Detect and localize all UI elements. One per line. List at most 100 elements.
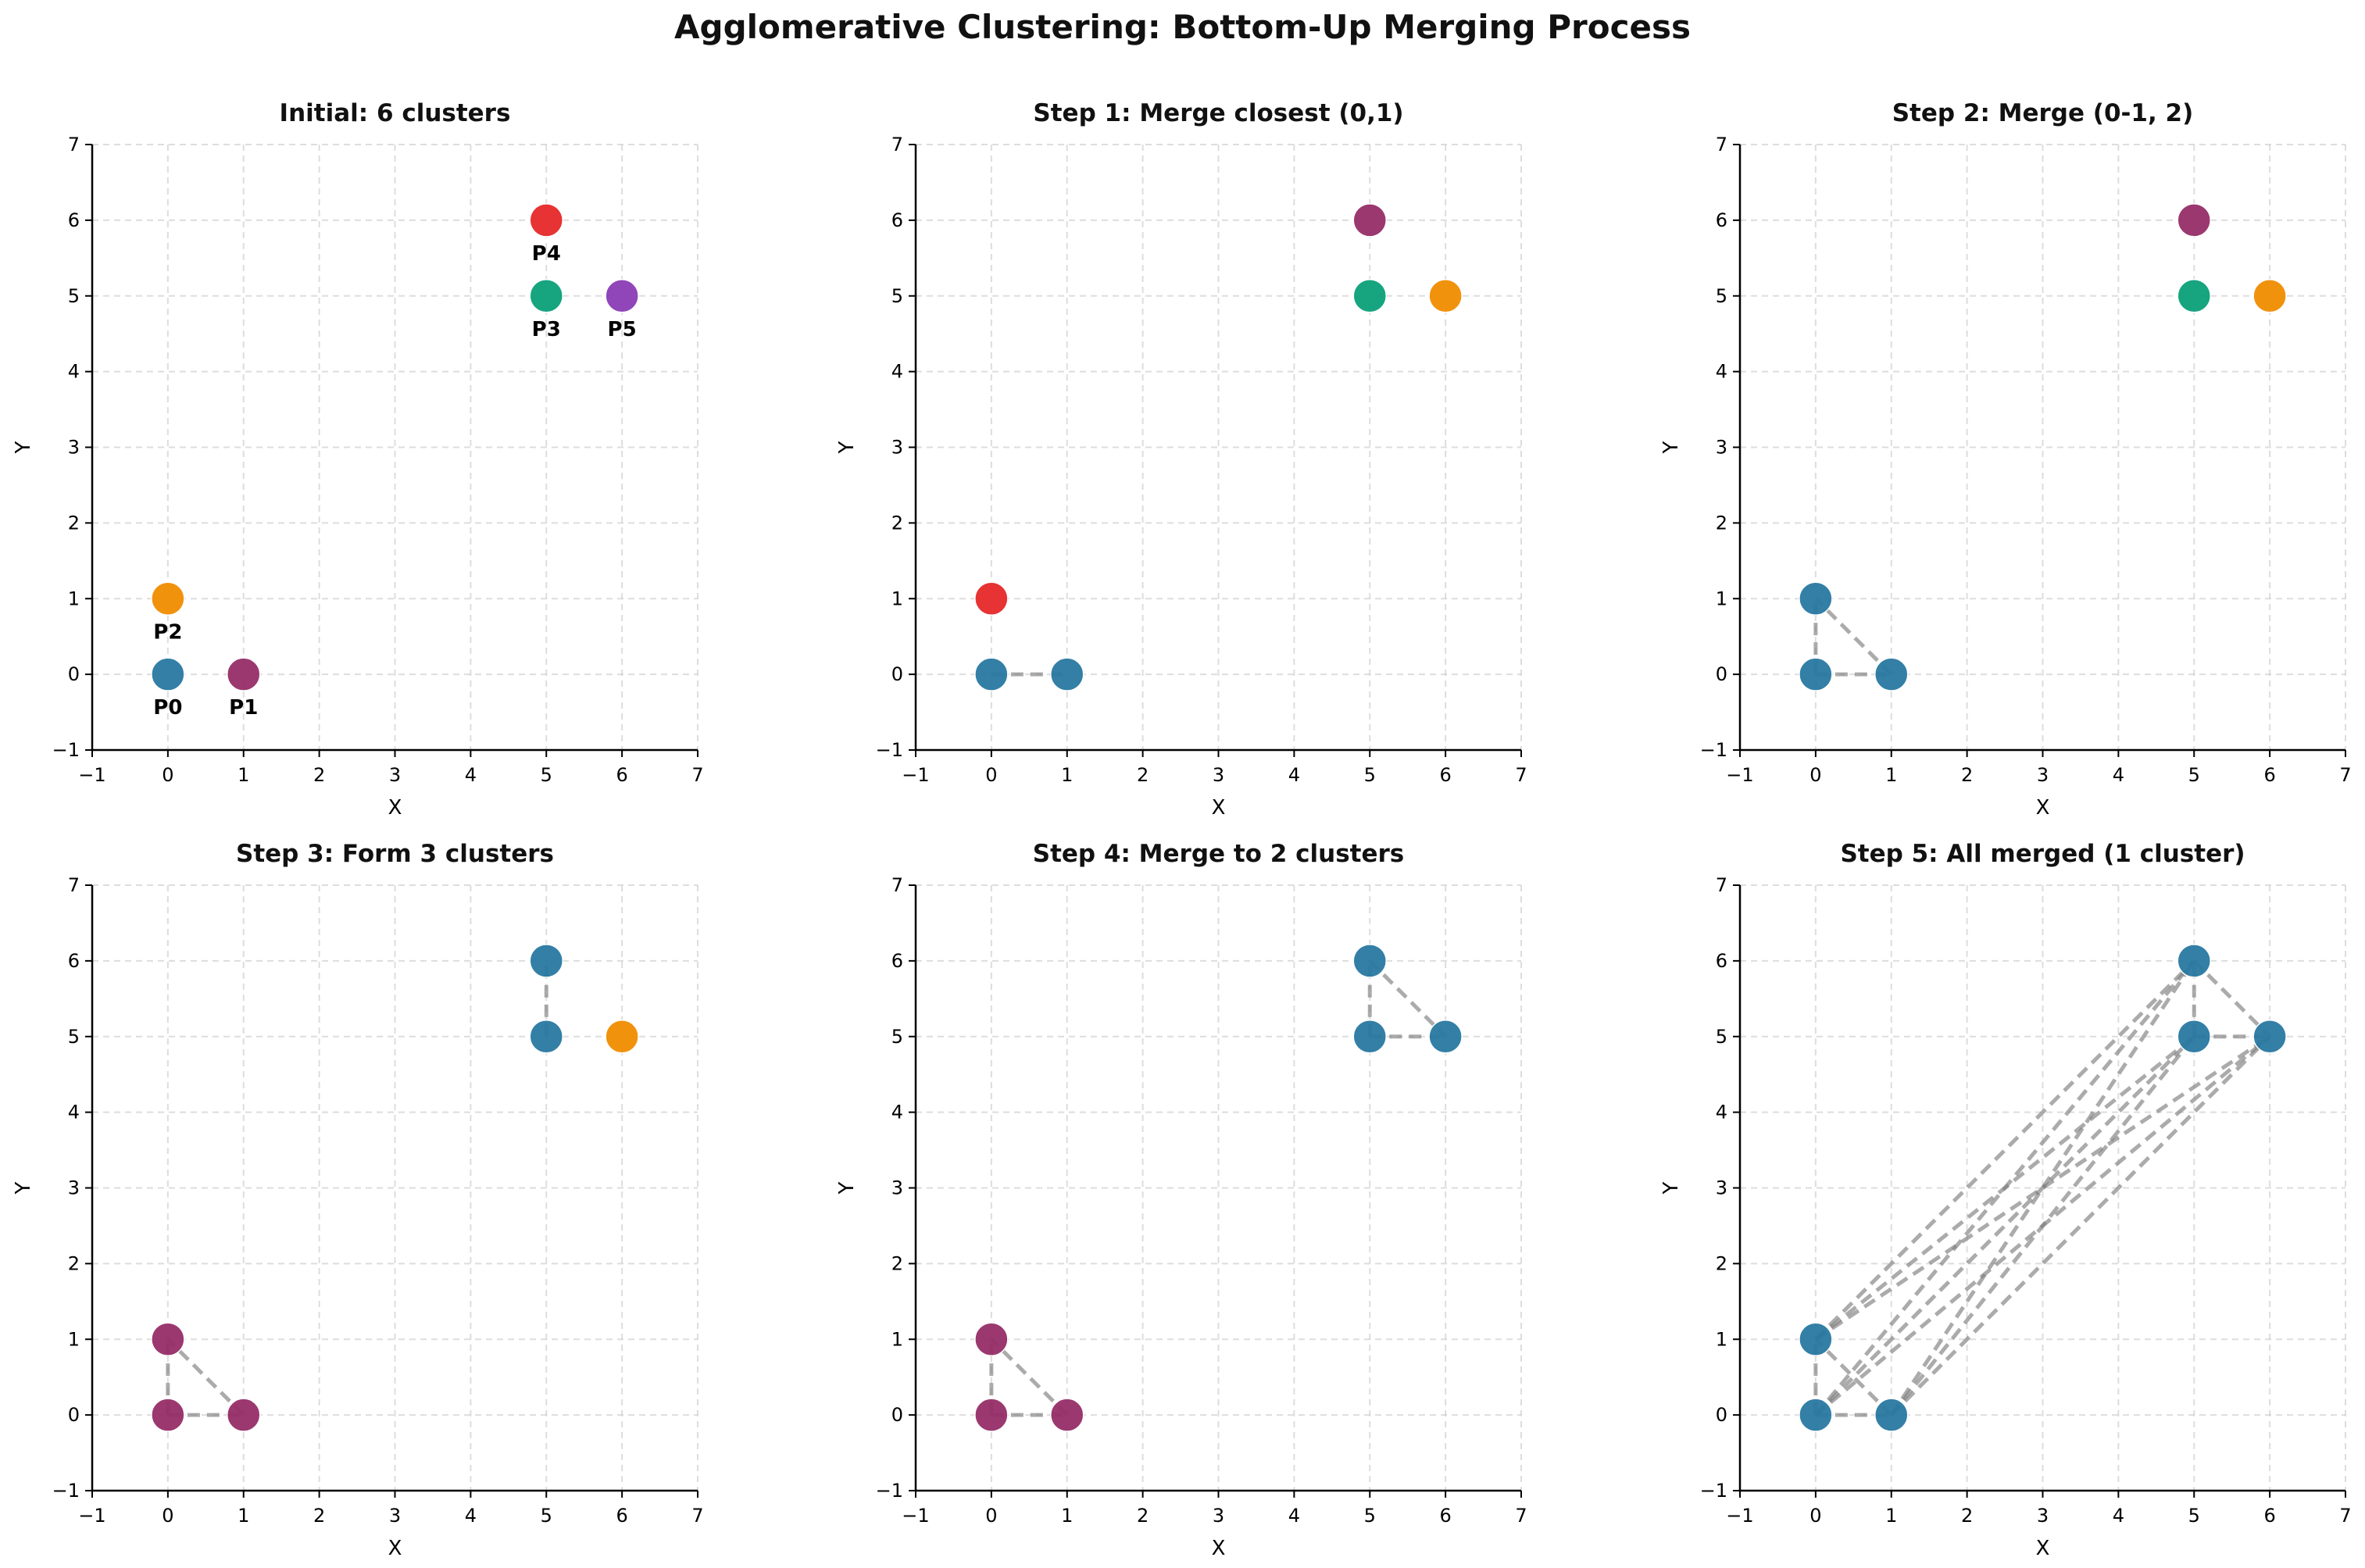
x-tick-label: 4: [2113, 764, 2124, 786]
data-point: [227, 657, 261, 691]
x-tick-label: 0: [985, 764, 997, 786]
x-tick-label: 6: [616, 764, 627, 786]
x-tick-label: 2: [313, 1505, 325, 1527]
x-tick-label: 4: [1288, 1505, 1300, 1527]
x-tick-label: 1: [1885, 764, 1897, 786]
x-tick-label: 0: [1809, 764, 1821, 786]
y-axis-label: Y: [1659, 1181, 1683, 1195]
x-tick-label: 2: [313, 764, 325, 786]
y-tick-label: 3: [891, 1177, 903, 1199]
x-tick-label: 6: [1439, 1505, 1451, 1527]
subplot-title: Initial: 6 clusters: [280, 99, 511, 127]
data-point: [2177, 1020, 2211, 1054]
y-tick-label: 7: [68, 134, 80, 155]
y-tick-label: 6: [68, 950, 80, 972]
x-tick-label: 7: [1515, 1505, 1527, 1527]
y-tick-label: 5: [1716, 1026, 1727, 1048]
data-point: [974, 657, 1009, 691]
subplot-5: −1 0 1 2 3 4 5 6 7 −1 0 1 2 3 4 5 6 7 X Y Step 5: All merged…: [1659, 840, 2352, 1560]
y-tick-label: 5: [68, 285, 80, 307]
subplot-title: Step 5: All merged (1 cluster): [1840, 840, 2245, 868]
point-label: P5: [608, 318, 637, 341]
merge-link: [1814, 1338, 1893, 1416]
data-point: [974, 581, 1009, 616]
y-tick-label: 4: [68, 361, 80, 383]
data-point: [1874, 657, 1909, 691]
y-tick-label: 3: [68, 437, 80, 459]
y-tick-label: 7: [1716, 134, 1727, 155]
data-point: [529, 279, 563, 313]
x-axis-label: X: [388, 1537, 402, 1560]
y-tick-label: 4: [1716, 1102, 1727, 1123]
grid: [915, 884, 1522, 1491]
y-tick-label: 0: [1716, 663, 1727, 685]
x-tick-label: −1: [78, 764, 105, 786]
x-axis-label: X: [1212, 1537, 1226, 1560]
data-point: [605, 279, 639, 313]
point-label: P2: [153, 620, 182, 644]
y-tick-label: 6: [1716, 209, 1727, 231]
y-tick-label: 1: [68, 1328, 80, 1350]
x-tick-label: 4: [465, 764, 477, 786]
x-tick-label: −1: [902, 1505, 929, 1527]
x-tick-label: 3: [1213, 1505, 1224, 1527]
data-point: [2177, 279, 2211, 313]
point-label: P1: [229, 696, 258, 720]
data-point: [1050, 1398, 1084, 1432]
data-point: [1428, 279, 1463, 313]
grid: [91, 884, 698, 1491]
y-tick-label: 7: [891, 874, 903, 896]
y-tick-label: −1: [52, 1480, 80, 1502]
data-point: [1799, 1398, 1833, 1432]
merge-link: [1368, 959, 1447, 1038]
data-point: [1352, 1020, 1387, 1054]
point-label: P3: [532, 318, 561, 341]
y-tick-label: 2: [1716, 512, 1727, 534]
x-tick-label: 6: [616, 1505, 627, 1527]
y-tick-label: 4: [891, 1102, 903, 1123]
x-tick-label: 6: [1439, 764, 1451, 786]
y-tick-label: 0: [891, 1404, 903, 1426]
y-tick-label: 4: [1716, 361, 1727, 383]
data-point: [974, 1322, 1009, 1356]
x-axis-label: X: [2036, 796, 2050, 820]
x-tick-label: 3: [389, 1505, 401, 1527]
y-tick-label: 0: [68, 663, 80, 685]
x-tick-label: 5: [1364, 764, 1376, 786]
subplot-title: Step 2: Merge (0-1, 2): [1892, 99, 2194, 127]
data-point: [1874, 1398, 1909, 1432]
subplot-4: −1 0 1 2 3 4 5 6 7 −1 0 1 2 3 4 5 6 7 X Y Step 4: Merge to 2…: [835, 840, 1527, 1560]
data-point: [151, 657, 185, 691]
x-tick-label: 4: [1288, 764, 1300, 786]
y-tick-label: 2: [68, 512, 80, 534]
x-tick-label: 2: [1137, 1505, 1149, 1527]
y-tick-label: 7: [68, 874, 80, 896]
merge-link: [1889, 959, 2196, 1416]
data-point: [1428, 1020, 1463, 1054]
merge-link: [1814, 1034, 2195, 1341]
y-tick-label: 7: [891, 134, 903, 155]
x-tick-label: 2: [1137, 764, 1149, 786]
x-tick-label: 7: [691, 764, 703, 786]
data-point: [529, 944, 563, 978]
data-point: [1352, 203, 1387, 238]
subplot-title: Step 1: Merge closest (0,1): [1033, 99, 1403, 127]
data-point: [974, 1398, 1009, 1432]
x-tick-label: −1: [1726, 1505, 1753, 1527]
y-tick-label: 1: [1716, 588, 1727, 609]
x-tick-label: −1: [78, 1505, 105, 1527]
subplot-title: Step 3: Form 3 clusters: [236, 840, 554, 868]
x-tick-label: 1: [1061, 1505, 1073, 1527]
merge-link: [166, 1338, 245, 1416]
data-point: [151, 581, 185, 616]
x-tick-label: 3: [389, 764, 401, 786]
x-tick-label: 0: [1809, 1505, 1821, 1527]
x-tick-label: 7: [691, 1505, 703, 1527]
data-point: [227, 1398, 261, 1432]
subplot-1: −1 0 1 2 3 4 5 6 7 −1 0 1 2 3 4 5 6 7 X Y Step 1: Merge clos…: [835, 99, 1527, 820]
y-axis-label: Y: [12, 441, 35, 454]
y-tick-label: 1: [891, 588, 903, 609]
y-tick-label: 6: [891, 950, 903, 972]
x-tick-label: 4: [2113, 1505, 2124, 1527]
